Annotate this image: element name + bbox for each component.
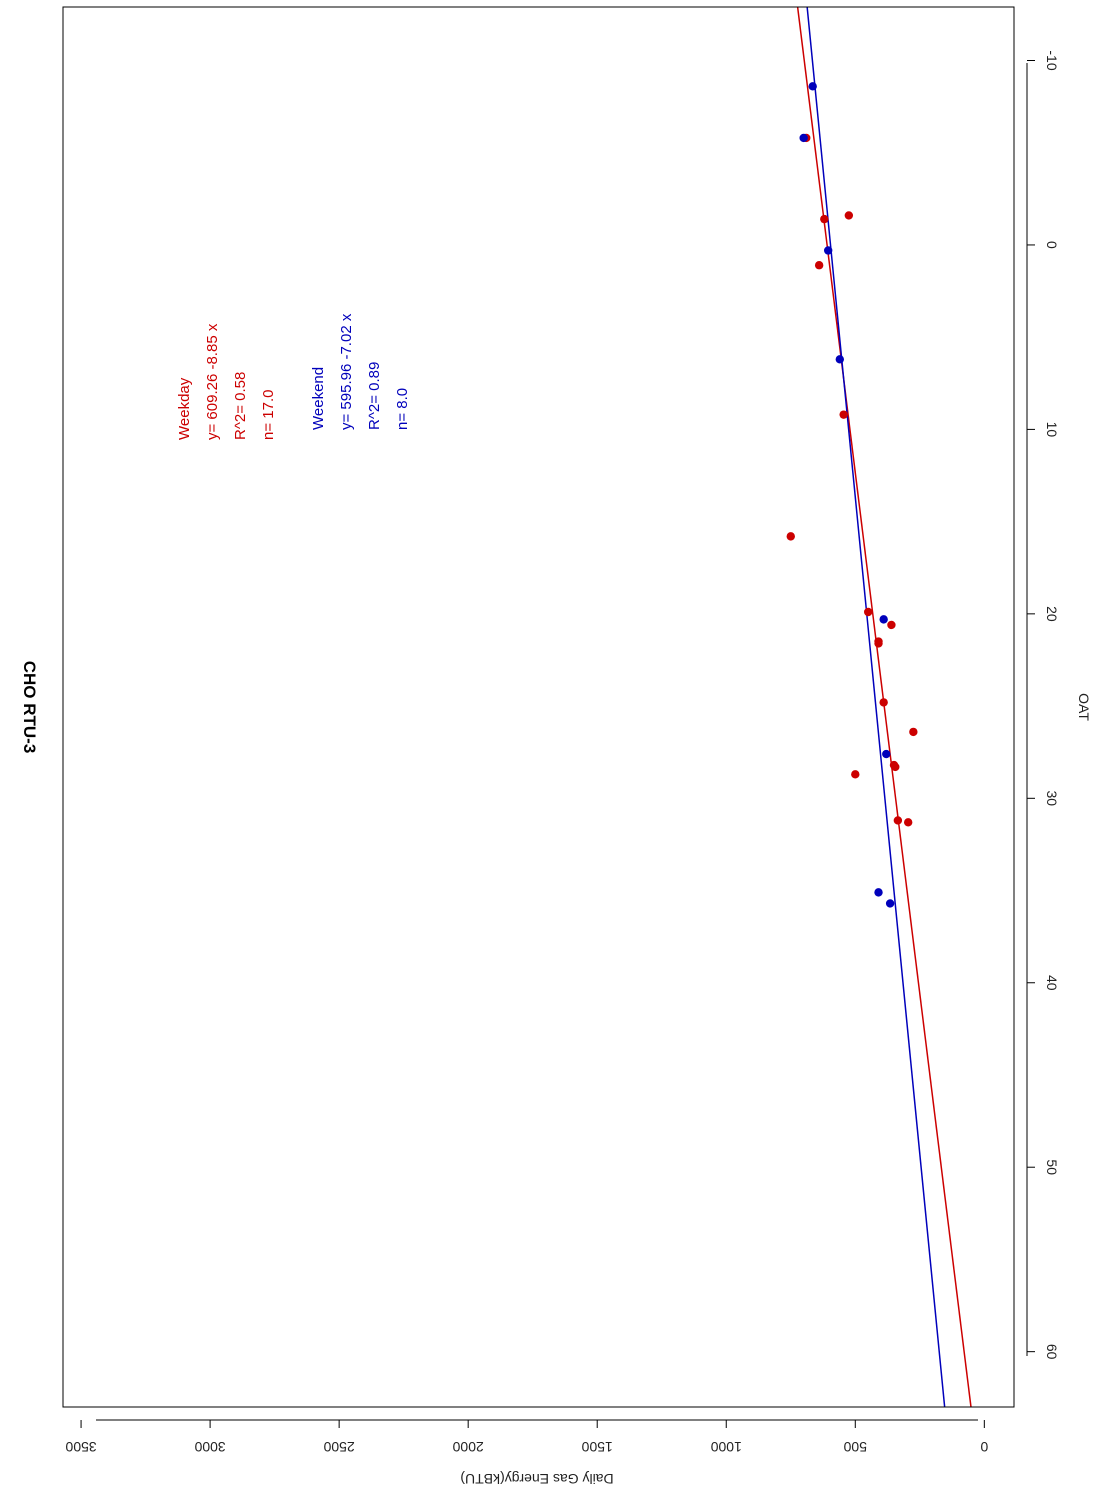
data-points [786,82,918,908]
y-axis: 0 500 1000 1500 2000 2500 3000 3500 [65,1419,988,1455]
weekend-point [799,133,808,143]
x-axis-title: OAT [1076,693,1092,721]
weekday-r2: R^2= 0.58 [232,372,249,440]
chart-title: CHO RTU-3 [20,661,39,754]
weekend-point [835,355,845,364]
y-tick-label: 0 [980,1439,988,1455]
x-tick-label: 30 [1044,791,1060,807]
weekend-point [874,888,883,897]
weekday-point [844,211,854,220]
weekday-label: Weekday [176,377,193,440]
weekday-point [851,770,860,779]
weekday-point [887,620,896,630]
regression-lines [796,6,972,1408]
y-tick-label: 3500 [65,1439,96,1455]
weekday-point [874,639,883,648]
weekday-fit-line [796,6,972,1408]
y-tick-label: 1500 [581,1439,612,1455]
x-tick-label: 60 [1044,1344,1060,1360]
y-axis-title: Daily Gas Energy(kBTU) [460,1471,613,1487]
weekday-n: n= 17.0 [260,390,277,440]
plot-frame [62,6,1015,1408]
x-tick-label: 20 [1044,606,1060,622]
weekday-point [786,532,795,541]
weekday-point [863,607,873,617]
x-tick-label: 10 [1044,422,1060,438]
weekend-point [879,615,888,624]
weekday-point [903,818,913,827]
weekend-n: n= 8.0 [394,388,411,430]
weekday-point [820,214,829,224]
weekend-point [885,899,895,908]
y-tick-label: 2000 [452,1439,483,1455]
x-tick-label: 40 [1044,975,1060,991]
x-tick-label: 50 [1044,1159,1060,1175]
weekday-point [893,816,903,825]
x-axis: -10 0 10 20 30 40 50 60 [1026,50,1060,1360]
weekend-annotation: Weekend y= 595.96 -7.02 x R^2= 0.89 n= 8… [310,309,411,430]
weekend-point [808,82,817,91]
weekday-equation: y= 609.26 -8.85 x [204,323,221,440]
weekday-point [814,261,824,270]
weekday-point [909,727,918,737]
weekday-annotation: Weekday y= 609.26 -8.85 x R^2= 0.58 n= 1… [176,319,277,440]
y-tick-label: 3000 [194,1439,225,1455]
weekday-point [839,410,848,419]
y-tick-label: 500 [843,1439,867,1455]
weekend-r2: R^2= 0.89 [366,362,383,430]
x-tick-label: -10 [1044,50,1060,70]
weekday-point [879,698,888,707]
weekend-label: Weekend [310,367,327,430]
weekend-point [823,246,833,255]
y-tick-label: 1000 [710,1439,741,1455]
y-tick-label: 2500 [323,1439,354,1455]
weekend-point [882,749,891,759]
weekend-fit-line [806,6,946,1408]
weekend-equation: y= 595.96 -7.02 x [338,313,355,430]
x-tick-label: 0 [1044,241,1060,249]
weekday-point [891,762,900,772]
